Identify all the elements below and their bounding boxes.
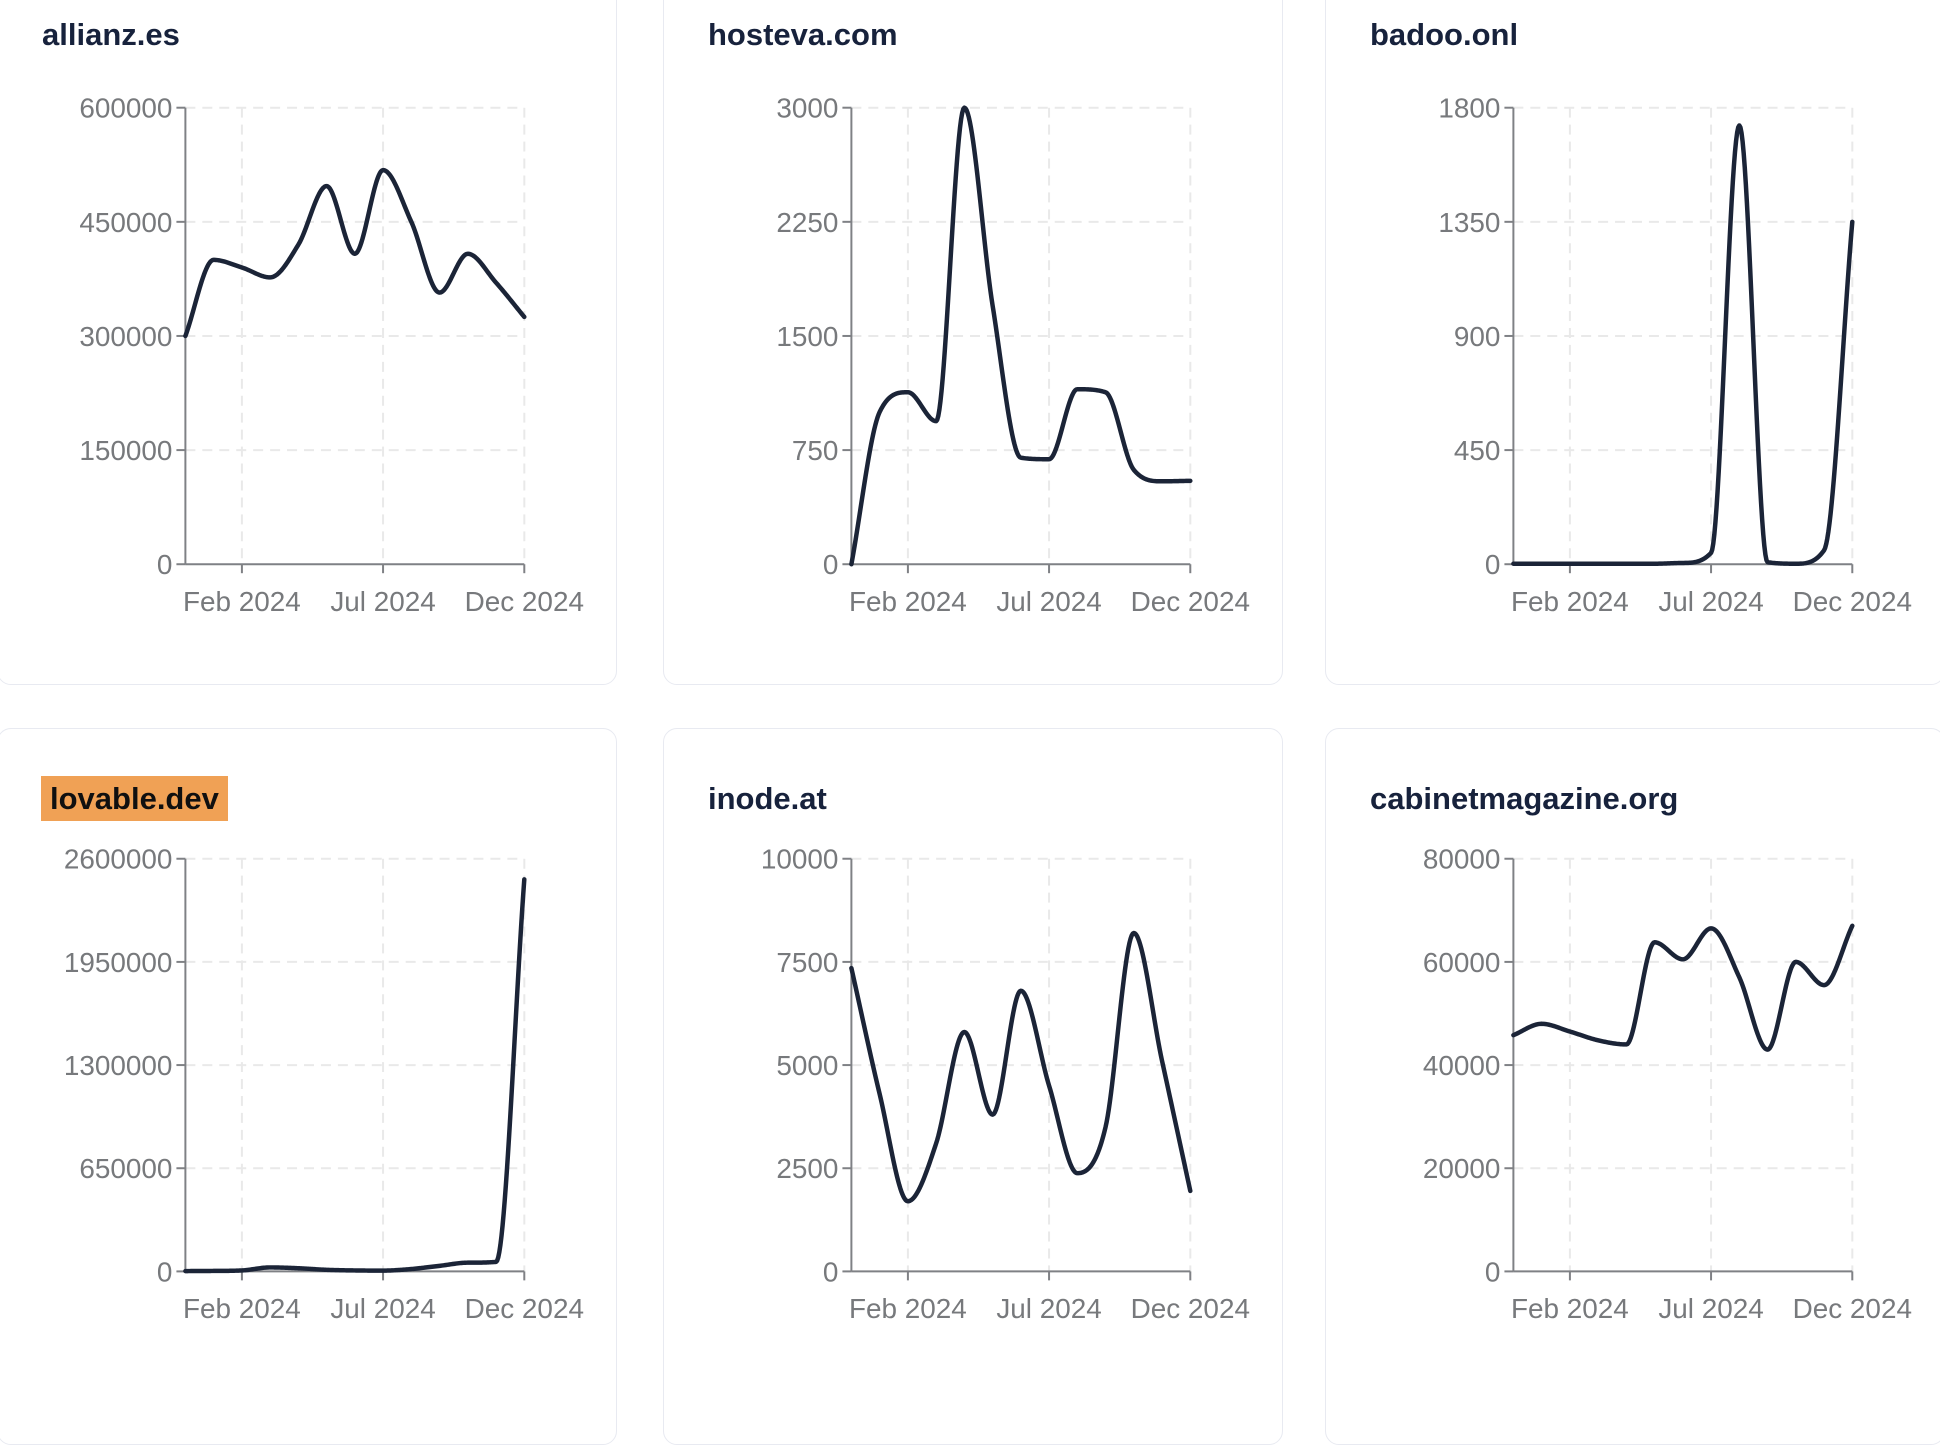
chart-title: inode.at: [708, 779, 827, 819]
y-tick-label: 300000: [79, 321, 172, 352]
x-tick-label: Dec 2024: [1793, 586, 1912, 617]
x-tick-label: Feb 2024: [1511, 1293, 1629, 1324]
y-tick-label: 0: [823, 1256, 839, 1287]
line-chart: 0 150000 300000 450000 600000 Feb 2024 Jul 202…: [79, 93, 584, 617]
y-tick-label: 650000: [79, 1153, 172, 1184]
x-tick-label: Feb 2024: [183, 1293, 301, 1324]
y-tick-label: 2500: [776, 1153, 838, 1184]
chart-card-lovable-dev[interactable]: lovable.dev 0 650000 1300000 1950000 2600000…: [0, 728, 617, 1445]
chart-title: badoo.onl: [1370, 15, 1518, 55]
line-path: [1511, 923, 1855, 1052]
line-path: [1511, 123, 1855, 566]
line-path: [849, 105, 1193, 567]
line-chart: 0 2500 5000 7500 10000 Feb 2024 Jul 2024 Dec 20…: [761, 844, 1250, 1325]
x-tick-label: Feb 2024: [183, 586, 301, 617]
chart-card-hosteva-com[interactable]: hosteva.com 0 750 1500 2250 3000 Feb 2024 Jul …: [663, 0, 1283, 685]
y-tick-label: 0: [1485, 1256, 1501, 1287]
chart-title-text: cabinetmagazine.org: [1370, 781, 1679, 816]
line-path: [183, 877, 527, 1274]
y-tick-label: 0: [823, 549, 839, 580]
line-chart: 0 750 1500 2250 3000 Feb 2024 Jul 2024 Dec 2024: [776, 93, 1250, 617]
chart-title-text: allianz.es: [42, 17, 180, 52]
chart-title: hosteva.com: [708, 15, 898, 55]
chart-card-inode-at[interactable]: inode.at 0 2500 5000 7500 10000 Feb 2024 Jul 2…: [663, 728, 1283, 1445]
line-chart: 0 450 900 1350 1800 Feb 2024 Jul 2024 Dec 2024: [1438, 93, 1912, 617]
chart-card-badoo-onl[interactable]: badoo.onl 0 450 900 1350 1800 Feb 2024 Jul 202…: [1325, 0, 1940, 685]
y-tick-label: 1350: [1438, 207, 1500, 238]
y-tick-label: 40000: [1423, 1050, 1501, 1081]
x-tick-label: Dec 2024: [465, 586, 584, 617]
y-tick-label: 450000: [79, 207, 172, 238]
line-path: [849, 930, 1193, 1204]
x-tick-label: Jul 2024: [1658, 1293, 1763, 1324]
y-tick-label: 20000: [1423, 1153, 1501, 1184]
x-tick-label: Jul 2024: [330, 1293, 435, 1324]
y-tick-label: 10000: [761, 844, 839, 875]
y-tick-label: 900: [1454, 321, 1501, 352]
y-tick-label: 3000: [776, 93, 838, 124]
chart-title: allianz.es: [42, 15, 180, 55]
chart-card-allianz-es[interactable]: allianz.es 0 150000 300000 450000 600000 Feb …: [0, 0, 617, 685]
y-tick-label: 5000: [776, 1050, 838, 1081]
y-tick-label: 1300000: [64, 1050, 173, 1081]
x-tick-label: Jul 2024: [330, 586, 435, 617]
y-tick-label: 600000: [79, 93, 172, 124]
chart-title: lovable.dev: [41, 776, 228, 821]
chart-card-cabinetmagazine-org[interactable]: cabinetmagazine.org 0 20000 40000 60000 8000…: [1325, 728, 1940, 1445]
y-tick-label: 1800: [1438, 93, 1500, 124]
x-tick-label: Jul 2024: [996, 586, 1101, 617]
line-chart: 0 20000 40000 60000 80000 Feb 2024 Jul 2024 Dec…: [1423, 844, 1912, 1325]
y-tick-label: 1500: [776, 321, 838, 352]
chart-title-text: inode.at: [708, 781, 827, 816]
y-tick-label: 7500: [776, 947, 838, 978]
y-tick-label: 150000: [79, 435, 172, 466]
x-tick-label: Dec 2024: [465, 1293, 584, 1324]
y-tick-label: 0: [1485, 549, 1501, 580]
y-tick-label: 60000: [1423, 947, 1501, 978]
y-tick-label: 450: [1454, 435, 1501, 466]
y-tick-label: 750: [792, 435, 839, 466]
x-tick-label: Jul 2024: [996, 1293, 1101, 1324]
y-tick-label: 80000: [1423, 844, 1501, 875]
y-tick-label: 0: [157, 549, 173, 580]
y-tick-label: 1950000: [64, 947, 173, 978]
y-tick-label: 2600000: [64, 844, 173, 875]
line-chart: 0 650000 1300000 1950000 2600000 Feb 2024 Jul …: [64, 844, 584, 1325]
y-tick-label: 2250: [776, 207, 838, 238]
x-tick-label: Dec 2024: [1131, 1293, 1250, 1324]
chart-title-text: hosteva.com: [708, 17, 898, 52]
x-tick-label: Feb 2024: [849, 1293, 967, 1324]
x-tick-label: Feb 2024: [849, 586, 967, 617]
x-tick-label: Dec 2024: [1793, 1293, 1912, 1324]
chart-title-text-highlighted: lovable.dev: [41, 776, 228, 821]
chart-title: cabinetmagazine.org: [1370, 779, 1678, 819]
line-path: [183, 167, 527, 339]
x-tick-label: Feb 2024: [1511, 586, 1629, 617]
chart-title-text: badoo.onl: [1370, 17, 1519, 52]
y-tick-label: 0: [157, 1256, 173, 1287]
x-tick-label: Jul 2024: [1658, 586, 1763, 617]
x-tick-label: Dec 2024: [1131, 586, 1250, 617]
